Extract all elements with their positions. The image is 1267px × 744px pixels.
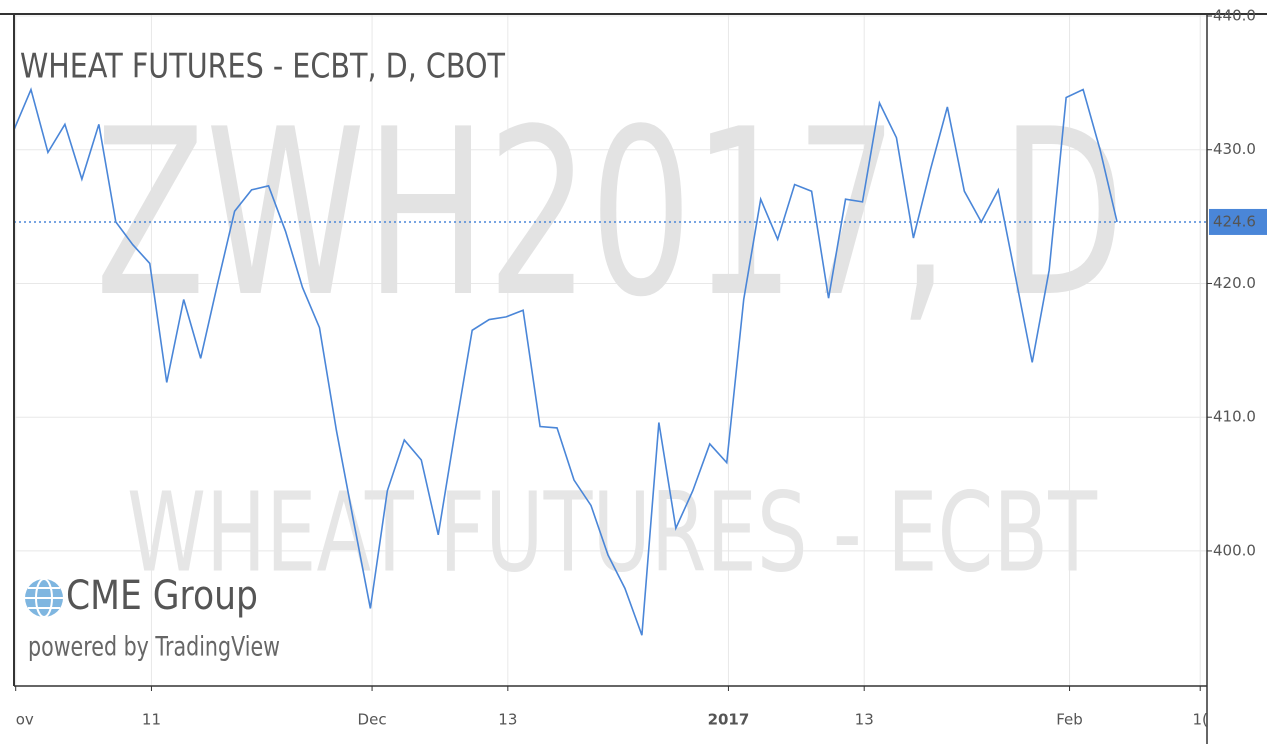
plot-area <box>14 87 1207 636</box>
y-tick-label: 430.0 <box>1213 140 1256 158</box>
logo-icon <box>25 578 63 618</box>
x-tick-label: 2017 <box>708 711 750 729</box>
watermark: ZWH2017, D <box>95 81 1125 348</box>
x-tick-label: 1( <box>1193 711 1208 729</box>
last-price-badge <box>1209 208 1267 235</box>
x-tick-label: 11 <box>142 711 161 729</box>
y-tick-label: 410.0 <box>1213 408 1256 426</box>
x-tick-label: 13 <box>498 711 517 729</box>
axes: 400.0 410.0 420.0 430.0 440.0 ov 11 Dec 13 2017 13… <box>15 7 1267 729</box>
watermark-subtitle: WHEAT FUTURES - ECBT <box>127 468 1098 596</box>
y-tick-label: 400.0 <box>1213 541 1256 559</box>
x-tick-label: Feb <box>1056 711 1083 729</box>
y-tick-label: 440.0 <box>1213 7 1256 25</box>
logo: CME Group <box>66 573 258 619</box>
grid <box>14 14 1207 686</box>
last-price-label: 424.6 <box>1213 212 1256 230</box>
x-tick-label: Dec <box>358 711 387 729</box>
credit: powered by TradingView <box>28 632 280 663</box>
price-line <box>14 87 1118 636</box>
x-tick-label: ov <box>16 711 34 729</box>
y-tick-label: 420.0 <box>1213 274 1256 292</box>
chart-title: WHEAT FUTURES - ECBT, D, CBOT <box>20 47 505 87</box>
x-tick-label: 13 <box>855 711 874 729</box>
